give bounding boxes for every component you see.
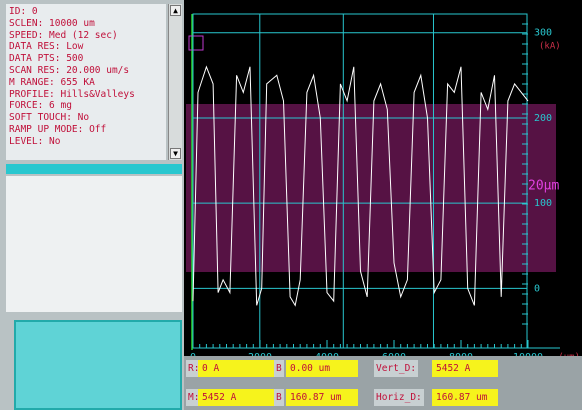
field-label: B <box>274 389 284 406</box>
y-tick-label: 0 <box>534 283 540 294</box>
strip <box>6 164 182 174</box>
screen: ID: 0SCLEN: 10000 umSPEED: Med (12 sec)D… <box>0 0 582 410</box>
info-line: FORCE: 6 mg <box>9 100 163 112</box>
info-line: SCLEN: 10000 um <box>9 18 163 30</box>
field-value: 5452 A <box>432 360 498 377</box>
scrollbar[interactable]: ▲▼ <box>168 4 182 160</box>
scroll-down[interactable]: ▼ <box>170 148 181 159</box>
field-value: 160.87 um <box>432 389 498 406</box>
plot: 0100200300(kA)20µm0200040006000800010000… <box>184 0 582 356</box>
info-line: LEVEL: No <box>9 136 163 148</box>
field-value: 160.87 um <box>286 389 358 406</box>
info-line: M RANGE: 655 KA <box>9 77 163 89</box>
y-tick-label: 100 <box>534 198 552 209</box>
panel-box <box>14 320 182 410</box>
y-tick-label: 300 <box>534 28 552 39</box>
band-label: 20µm <box>528 179 559 194</box>
y-unit: (kA) <box>539 42 561 52</box>
field-value: 0 A <box>198 360 280 377</box>
blank-area <box>6 176 182 312</box>
field-value: 5452 A <box>198 389 280 406</box>
scroll-up[interactable]: ▲ <box>170 5 181 16</box>
info-line: SOFT TOUCH: No <box>9 112 163 124</box>
field-label: Vert_D: <box>374 360 418 377</box>
info-line: SCAN RES: 20.000 um/s <box>9 65 163 77</box>
y-tick-label: 200 <box>534 113 552 124</box>
info-line: ID: 0 <box>9 6 163 18</box>
field-value: 0.00 um <box>286 360 358 377</box>
info-line: RAMP UP MODE: Off <box>9 124 163 136</box>
info-line: DATA PTS: 500 <box>9 53 163 65</box>
info-line: PROFILE: Hills&Valleys <box>9 89 163 101</box>
info-line: SPEED: Med (12 sec) <box>9 30 163 42</box>
field-label: B <box>274 360 284 377</box>
info-line: DATA RES: Low <box>9 41 163 53</box>
field-label: Horiz_D: <box>374 389 424 406</box>
